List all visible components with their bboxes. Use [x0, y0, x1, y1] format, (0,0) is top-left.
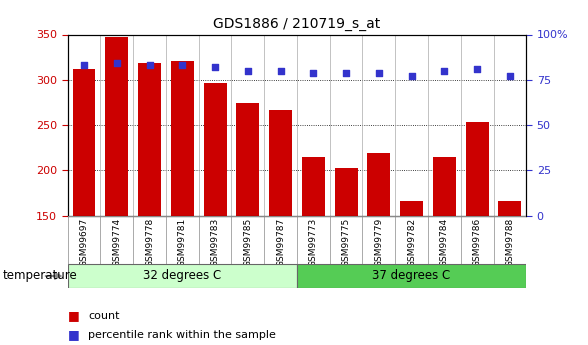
Bar	[72, 69, 95, 216]
Point	[472, 66, 482, 72]
Text: GSM99786: GSM99786	[473, 218, 482, 267]
Bar	[203, 83, 226, 216]
Point	[276, 68, 285, 73]
Point	[112, 61, 122, 66]
Bar	[433, 157, 456, 216]
Bar	[171, 61, 193, 216]
Bar	[368, 153, 390, 216]
Text: GSM99783: GSM99783	[211, 218, 219, 267]
Bar	[105, 37, 128, 216]
Point	[178, 62, 187, 68]
Point	[243, 68, 252, 73]
Text: ■: ■	[68, 328, 79, 341]
Point	[309, 70, 318, 75]
Bar	[297, 264, 526, 288]
Point	[374, 70, 383, 75]
Text: GSM99785: GSM99785	[243, 218, 252, 267]
Text: GSM99781: GSM99781	[178, 218, 187, 267]
Bar	[138, 63, 161, 216]
Bar	[68, 264, 297, 288]
Text: temperature: temperature	[3, 269, 78, 283]
Bar	[335, 168, 358, 216]
Text: GSM99787: GSM99787	[276, 218, 285, 267]
Point	[440, 68, 449, 73]
Point	[145, 62, 154, 68]
Point	[342, 70, 351, 75]
Text: GSM99778: GSM99778	[145, 218, 154, 267]
Bar	[269, 110, 292, 216]
Text: GSM99774: GSM99774	[112, 218, 121, 267]
Text: 37 degrees C: 37 degrees C	[372, 269, 451, 283]
Text: GSM99782: GSM99782	[407, 218, 416, 267]
Point	[79, 62, 89, 68]
Text: 32 degrees C: 32 degrees C	[143, 269, 222, 283]
Text: GSM99779: GSM99779	[375, 218, 383, 267]
Text: GSM99784: GSM99784	[440, 218, 449, 267]
Point	[407, 73, 416, 79]
Bar	[499, 201, 522, 216]
Point	[211, 64, 220, 70]
Text: GSM99788: GSM99788	[505, 218, 514, 267]
Text: GSM99773: GSM99773	[309, 218, 318, 267]
Text: GSM99775: GSM99775	[342, 218, 350, 267]
Text: ■: ■	[68, 309, 79, 322]
Bar	[302, 157, 325, 216]
Text: percentile rank within the sample: percentile rank within the sample	[88, 330, 276, 339]
Bar	[400, 201, 423, 216]
Text: GSM99697: GSM99697	[79, 218, 89, 267]
Bar	[466, 122, 489, 216]
Text: count: count	[88, 311, 120, 321]
Bar	[236, 104, 259, 216]
Point	[505, 73, 514, 79]
Title: GDS1886 / 210719_s_at: GDS1886 / 210719_s_at	[213, 17, 380, 31]
